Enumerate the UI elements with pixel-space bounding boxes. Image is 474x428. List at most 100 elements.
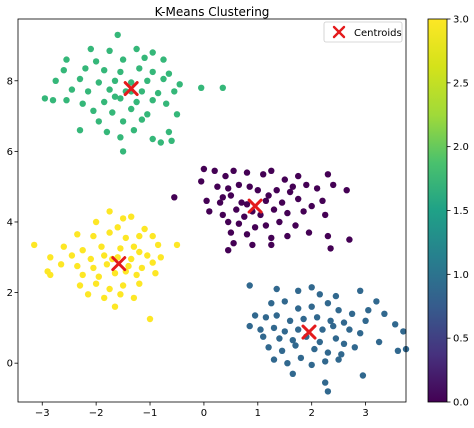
data-point [262, 222, 270, 229]
data-point [346, 236, 353, 243]
data-point [92, 280, 100, 287]
data-point [101, 98, 108, 106]
data-point [119, 282, 127, 289]
data-point [284, 232, 291, 240]
data-point [268, 234, 275, 242]
data-point [216, 199, 224, 206]
data-point [173, 241, 181, 249]
data-point [103, 128, 111, 136]
data-point [60, 67, 67, 74]
data-point [251, 312, 259, 319]
data-point [241, 213, 248, 220]
data-point [101, 67, 108, 74]
data-point [276, 335, 283, 342]
data-point [84, 88, 92, 95]
data-point [47, 271, 54, 279]
data-point [168, 137, 175, 144]
data-point [260, 333, 267, 340]
data-point [138, 88, 146, 95]
x-tick-label: −2 [89, 408, 104, 419]
data-point [60, 243, 67, 250]
data-point [79, 247, 86, 254]
data-point [219, 194, 226, 201]
data-point [76, 282, 84, 289]
data-point [141, 225, 148, 233]
data-point [343, 187, 350, 194]
data-point [103, 261, 111, 268]
x-axis: −3 −2 −1 0 1 2 3 [35, 402, 369, 419]
data-point [278, 199, 286, 206]
data-point [111, 303, 119, 310]
data-point [90, 107, 97, 115]
data-point [284, 360, 291, 367]
data-point [79, 271, 86, 279]
data-point [130, 127, 138, 134]
data-point [200, 165, 208, 173]
data-point [235, 181, 243, 189]
data-point [257, 326, 264, 333]
legend-label: Centroids [354, 28, 402, 39]
data-point [119, 148, 127, 155]
data-point [157, 139, 164, 146]
data-point [265, 344, 272, 351]
data-point [95, 79, 103, 86]
y-tick-label: 0 [7, 359, 13, 370]
data-point [165, 70, 173, 77]
data-point [268, 167, 275, 174]
data-point [243, 201, 251, 208]
data-point [95, 118, 103, 125]
data-point [136, 65, 143, 72]
data-point [257, 211, 264, 219]
data-point [313, 185, 321, 192]
data-point [246, 282, 253, 289]
data-point [90, 264, 97, 272]
data-point [109, 109, 116, 116]
data-point [254, 187, 261, 194]
data-point [375, 338, 383, 346]
data-point [281, 176, 288, 183]
data-point [230, 240, 237, 247]
data-point [141, 54, 148, 61]
data-point [295, 305, 302, 312]
data-point [281, 328, 288, 335]
x-tick-label: −3 [35, 408, 50, 419]
data-point [84, 291, 92, 298]
data-point [270, 206, 278, 213]
colorbar-tick-label: 2.0 [453, 142, 469, 153]
data-point [63, 97, 70, 104]
data-point [57, 261, 65, 268]
centroid-marker [123, 81, 139, 97]
centroid-marker [247, 198, 263, 214]
data-point [165, 128, 173, 136]
data-point [246, 322, 253, 330]
data-point [330, 322, 337, 330]
centroid-marker [111, 256, 127, 272]
data-point [227, 229, 235, 236]
data-point [111, 270, 119, 277]
data-point [292, 222, 299, 229]
data-point [198, 178, 205, 185]
data-point [92, 218, 100, 226]
data-point [324, 300, 332, 307]
data-point [63, 56, 70, 63]
data-point [311, 345, 318, 353]
data-point [238, 199, 245, 206]
data-point [381, 310, 388, 317]
data-point [154, 89, 162, 97]
data-point [101, 252, 108, 259]
y-tick-label: 4 [7, 217, 13, 228]
data-point [308, 284, 315, 291]
data-point [332, 335, 340, 342]
data-point [295, 172, 302, 180]
data-point [117, 134, 124, 141]
data-point [316, 338, 323, 346]
data-point [289, 183, 296, 190]
data-point [219, 84, 226, 92]
centroid-markers [111, 81, 317, 340]
data-point [324, 388, 332, 395]
data-point [357, 330, 364, 337]
scatter-points [31, 31, 410, 395]
data-point [101, 294, 108, 302]
data-point [365, 307, 372, 314]
